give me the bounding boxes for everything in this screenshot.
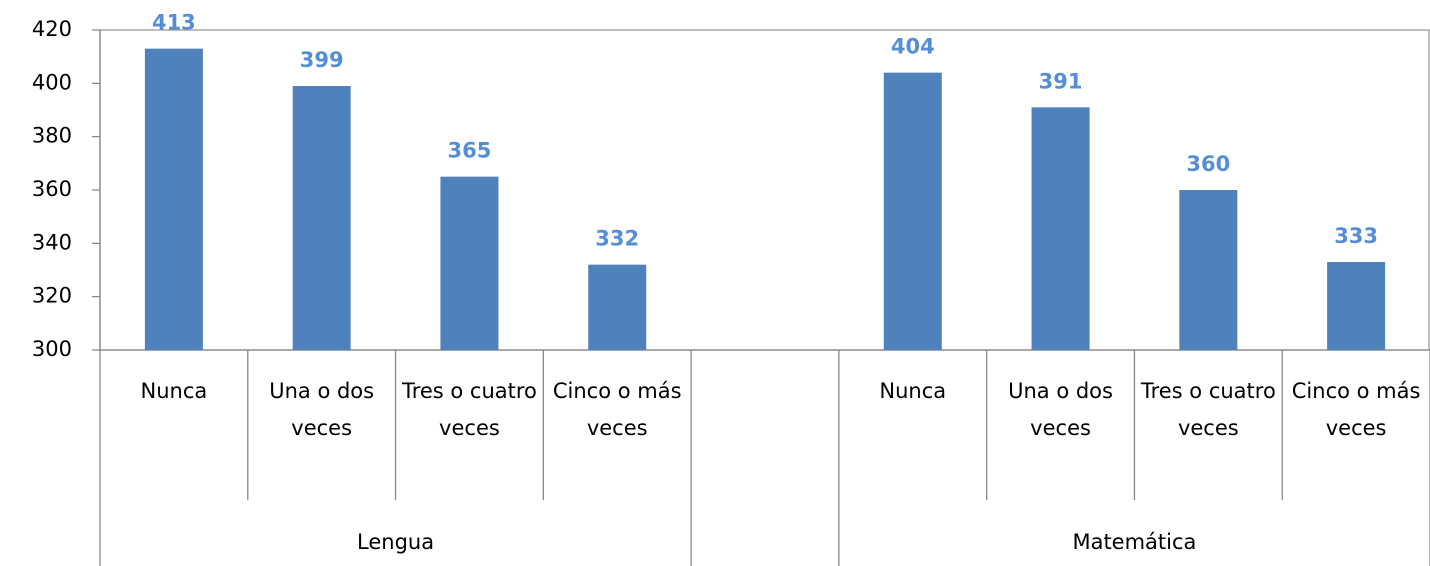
value-label: 360 (1186, 152, 1230, 176)
value-label: 399 (300, 48, 344, 72)
group-label: Lengua (357, 530, 434, 554)
y-tick-label: 340 (32, 230, 72, 254)
x-tick-label: Una o dos veces (1008, 379, 1113, 440)
y-tick-label: 400 (32, 70, 72, 94)
value-label: 413 (152, 11, 196, 35)
value-label: 365 (448, 139, 492, 163)
x-tick-label: Tres o cuatro veces (1140, 379, 1276, 440)
x-tick-label: Nunca (141, 379, 208, 403)
bar (1327, 262, 1386, 350)
bar (144, 48, 203, 351)
y-tick-label: 380 (32, 124, 72, 148)
x-tick-label: Una o dos veces (269, 379, 374, 440)
x-tick-label: Cinco o más veces (1292, 379, 1421, 440)
bar (588, 264, 647, 350)
x-tick-label: Tres o cuatro veces (401, 379, 537, 440)
value-label: 404 (891, 35, 935, 59)
value-label: 333 (1334, 224, 1378, 248)
group-label: Matemática (1072, 530, 1196, 554)
value-label: 332 (595, 227, 639, 251)
y-tick-label: 300 (32, 337, 72, 361)
bar (1031, 107, 1090, 350)
bar (1179, 190, 1238, 350)
y-tick-label: 420 (32, 17, 72, 41)
value-label: 391 (1039, 69, 1083, 93)
y-tick-label: 320 (32, 284, 72, 308)
x-tick-label: Nunca (879, 379, 946, 403)
bar (883, 72, 942, 351)
x-tick-label: Cinco o más veces (553, 379, 682, 440)
bar (440, 176, 499, 350)
y-tick-label: 360 (32, 177, 72, 201)
bar (292, 86, 351, 350)
